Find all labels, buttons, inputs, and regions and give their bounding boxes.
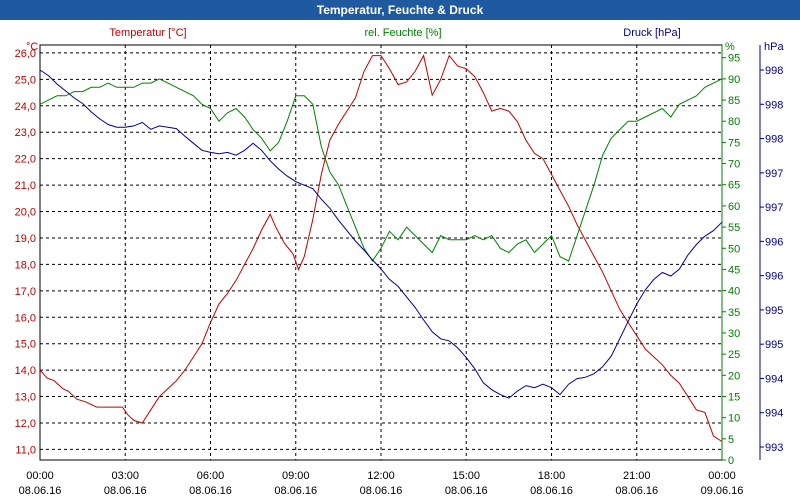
x-tick-time: 12:00 [367, 470, 395, 482]
temperature-tick-label: 22,0 [15, 154, 36, 166]
temperature-tick-label: 17,0 [15, 286, 36, 298]
pressure-tick-label: 995 [765, 305, 783, 317]
pressure-tick-label: 998 [765, 99, 783, 111]
humidity-tick-label: 40 [728, 286, 740, 298]
temperature-line [39, 54, 723, 442]
pressure-tick-label: 996 [765, 271, 783, 283]
x-tick-date: 08.06.16 [530, 485, 573, 497]
pressure-line [39, 69, 723, 399]
humidity-tick-label: 10 [728, 413, 740, 425]
temperature-tick-label: 12,0 [15, 418, 36, 430]
humidity-tick-label: 30 [728, 328, 740, 340]
temperature-tick-label: 18,0 [15, 259, 36, 271]
temperature-tick-label: 11,0 [15, 444, 36, 456]
humidity-tick-label: 60 [728, 201, 740, 213]
humidity-tick-label: 15 [728, 391, 740, 403]
pressure-tick-label: 994 [765, 408, 783, 420]
humidity-tick-label: 20 [728, 370, 740, 382]
x-tick-date: 09.06.16 [701, 485, 744, 497]
humidity-tick-label: 35 [728, 307, 740, 319]
humidity-tick-label: 0 [728, 455, 734, 467]
temperature-tick-label: 25,0 [15, 74, 36, 86]
pressure-tick-label: 996 [765, 236, 783, 248]
temperature-tick-label: 24,0 [15, 101, 36, 113]
x-tick-time: 21:00 [623, 470, 651, 482]
temperature-tick-label: 14,0 [15, 365, 36, 377]
humidity-tick-label: 75 [728, 137, 740, 149]
series [39, 54, 723, 442]
x-tick-date: 08.06.16 [615, 485, 658, 497]
humidity-tick-label: 65 [728, 180, 740, 192]
x-tick-date: 08.06.16 [189, 485, 232, 497]
pressure-tick-label: 994 [765, 373, 783, 385]
pressure-unit-label: hPa [764, 41, 784, 53]
humidity-tick-label: 25 [728, 349, 740, 361]
grid-lines [40, 45, 722, 460]
pressure-tick-label: 998 [765, 65, 783, 77]
window-title: Temperatur, Feuchte & Druck [0, 0, 800, 20]
x-tick-date: 08.06.16 [360, 485, 403, 497]
temperature-tick-label: 23,0 [15, 127, 36, 139]
humidity-tick-label: 55 [728, 222, 740, 234]
temperature-tick-label: 21,0 [15, 180, 36, 192]
humidity-tick-label: 5 [728, 434, 734, 446]
x-tick-time: 09:00 [282, 470, 310, 482]
temperature-tick-label: 16,0 [15, 312, 36, 324]
humidity-tick-label: 70 [728, 159, 740, 171]
pressure-tick-label: 997 [765, 168, 783, 180]
axes: 00:00 08.06.16 03:00 08.06.16 06:00 08.06.16 0… [15, 27, 785, 497]
pressure-tick-label: 995 [765, 339, 783, 351]
x-tick-time: 03:00 [111, 470, 139, 482]
x-tick-time: 18:00 [538, 470, 566, 482]
humidity-tick-label: 85 [728, 95, 740, 107]
x-tick-time: 15:00 [452, 470, 480, 482]
temperature-tick-label: 13,0 [15, 392, 36, 404]
x-tick-time: 06:00 [197, 470, 225, 482]
x-tick-time: 00:00 [708, 470, 736, 482]
pressure-tick-label: 993 [765, 442, 783, 454]
humidity-tick-label: 95 [728, 53, 740, 65]
pressure-tick-label: 997 [765, 202, 783, 214]
temperature-tick-label: 19,0 [15, 233, 36, 245]
humidity-tick-label: 45 [728, 264, 740, 276]
x-tick-time: 00:00 [26, 470, 54, 482]
humidity-line [39, 78, 723, 262]
temperature-tick-label: 15,0 [15, 339, 36, 351]
humidity-tick-label: 90 [728, 74, 740, 86]
humidity-unit-label: % [725, 41, 735, 53]
humidity-axis-title: rel. Feuchte [%] [364, 27, 441, 39]
x-tick-date: 08.06.16 [104, 485, 147, 497]
x-tick-date: 08.06.16 [19, 485, 62, 497]
temperature-tick-label: 26,0 [15, 48, 36, 60]
temperature-axis-title: Temperatur [°C] [109, 27, 186, 39]
temperature-unit-label: °C [26, 41, 38, 53]
humidity-tick-label: 50 [728, 243, 740, 255]
pressure-axis-title: Druck [hPa] [623, 27, 680, 39]
x-tick-date: 08.06.16 [445, 485, 488, 497]
humidity-tick-label: 80 [728, 116, 740, 128]
x-tick-date: 08.06.16 [274, 485, 317, 497]
temperature-tick-label: 20,0 [15, 207, 36, 219]
pressure-tick-label: 998 [765, 134, 783, 146]
